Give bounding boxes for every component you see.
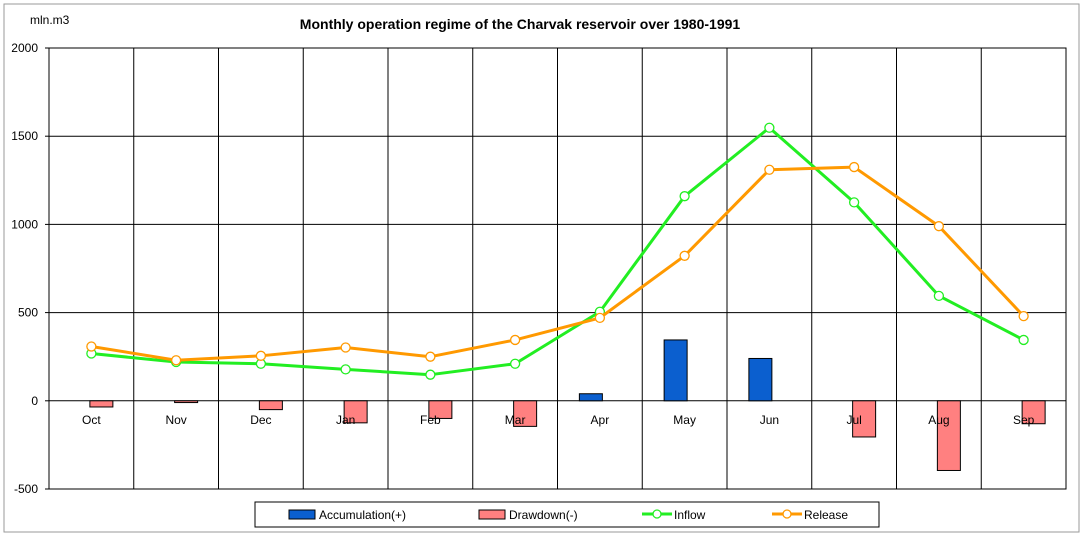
y-tick-label: 500 [18,306,38,320]
point-release [425,351,436,362]
bar-drawdown [936,400,961,471]
point-release [933,221,945,232]
y-axis-label: mln.m3 [30,13,70,27]
x-tick-label: Feb [420,413,441,427]
legend-label-accumulation: Accumulation(+) [319,508,406,522]
point-inflow [509,358,521,369]
x-tick-label: Nov [165,413,186,427]
point-inflow [848,197,860,208]
point-inflow [340,364,351,375]
point-release [1018,310,1029,322]
legend-label-drawdown: Drawdown(-) [509,508,578,522]
legend-swatch-accumulation [288,509,316,520]
point-inflow [933,290,945,301]
bar-accumulation [748,357,773,402]
x-tick-label: Jun [760,413,779,427]
x-tick-label: Mar [505,413,526,427]
x-tick-label: Sep [1013,413,1035,427]
legend-marker-release [782,509,792,519]
y-tick-label: 1000 [11,217,38,231]
bar-drawdown [174,400,199,404]
point-release [679,250,690,261]
point-release [848,161,860,173]
point-inflow [1018,334,1029,346]
bar-drawdown [513,400,538,427]
x-tick-label: Dec [250,413,271,427]
point-release [170,355,182,366]
point-release [86,341,97,352]
point-release [509,334,521,346]
point-release [764,164,775,175]
legend-label-inflow: Inflow [674,508,706,522]
bar-drawdown [89,400,114,408]
point-inflow [764,122,775,133]
bar-accumulation [663,339,688,402]
y-tick-label: 1500 [11,129,38,143]
x-tick-label: Apr [591,413,610,427]
x-tick-label: Jan [336,413,355,427]
x-tick-label: May [673,413,696,427]
legend-marker-inflow [652,509,662,519]
point-release [255,350,267,361]
legend-label-release: Release [804,508,848,522]
bar-accumulation [578,393,603,402]
y-tick-label: 0 [31,394,38,408]
x-tick-label: Aug [928,413,949,427]
point-release [594,312,606,324]
x-tick-label: Oct [82,413,101,427]
bar-drawdown [258,400,283,411]
point-release [340,342,351,353]
bar-drawdown [343,400,368,424]
point-inflow [679,191,690,202]
line-release [91,165,1025,362]
legend: Accumulation(+) Drawdown(-) Inflow Release [254,501,880,528]
chart-title: Monthly operation regime of the Charvak … [300,16,741,32]
bar-drawdown [428,400,453,419]
legend-swatch-drawdown [478,509,506,520]
y-tick-label: -500 [14,482,38,496]
point-inflow [425,369,436,380]
bar-drawdown [1021,400,1046,425]
x-tick-label: Jul [846,413,861,427]
line-inflow [91,126,1025,377]
bar-drawdown [852,400,877,438]
y-tick-label: 2000 [11,41,38,55]
plot-area: -500 0 500 1000 1500 2000 Oct Nov Dec Jan Feb Mar Ap… [11,41,1067,496]
